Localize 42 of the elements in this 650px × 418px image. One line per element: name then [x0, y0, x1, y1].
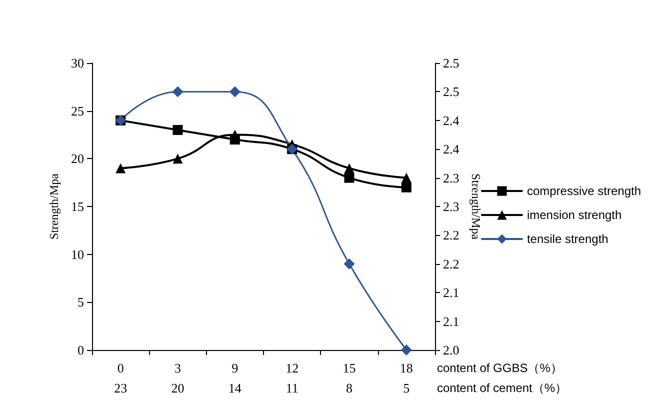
x-tick-label: 15 8	[342, 360, 356, 396]
y2-tick-label: 2.1	[443, 314, 460, 329]
y2-tick-label: 2.0	[443, 342, 460, 358]
x-tick-label: 0 23	[114, 360, 128, 396]
y-tick-label: 30	[71, 56, 84, 70]
y2-tick-label: 2.2	[443, 228, 460, 243]
y-tick-label: 25	[71, 103, 84, 118]
y2-tick-label: 2.4	[443, 112, 460, 128]
y-tick-label: 0	[78, 342, 84, 358]
y-tick-label: 15	[71, 199, 84, 214]
y-tick-label: 5	[78, 294, 84, 310]
point	[116, 163, 126, 174]
point	[344, 163, 354, 174]
y-axis-title: Strength/Mpa	[47, 172, 62, 240]
point	[229, 86, 240, 98]
y-tick-label: 10	[71, 246, 84, 262]
point	[172, 154, 183, 164]
y2-tick-label: 2.5	[443, 56, 460, 70]
y2-tick-label: 2.1	[443, 285, 460, 300]
point	[400, 344, 412, 356]
y2-tick-label: 2.3	[443, 199, 460, 214]
y2-tick-label: 2.4	[443, 142, 460, 157]
y2-tick-label: 2.2	[443, 256, 460, 272]
point	[344, 172, 354, 183]
y2-axis-title: Strength/Mpa	[469, 174, 484, 240]
point	[172, 124, 183, 135]
y2-tick-label: 2.3	[443, 170, 460, 186]
point	[172, 86, 184, 98]
legend-label: compressive strength	[526, 184, 641, 198]
legend-label: tensile strength	[526, 232, 608, 246]
x-tick-label: 18 5	[400, 360, 413, 396]
y-tick-label: 20	[71, 151, 84, 166]
x-tick-label: 9 14	[228, 360, 242, 396]
point	[401, 182, 412, 192]
text: content of cement（%）	[437, 381, 568, 395]
x-tick-label: 12 11	[286, 360, 299, 396]
x-tick-label: 3 20	[171, 360, 184, 396]
y2-tick-label: 2.5	[443, 84, 460, 100]
legend-label: imension strength	[526, 208, 622, 222]
x-axis-title: content of GGBS（%）	[437, 361, 562, 375]
point	[401, 172, 412, 183]
point	[344, 258, 355, 270]
